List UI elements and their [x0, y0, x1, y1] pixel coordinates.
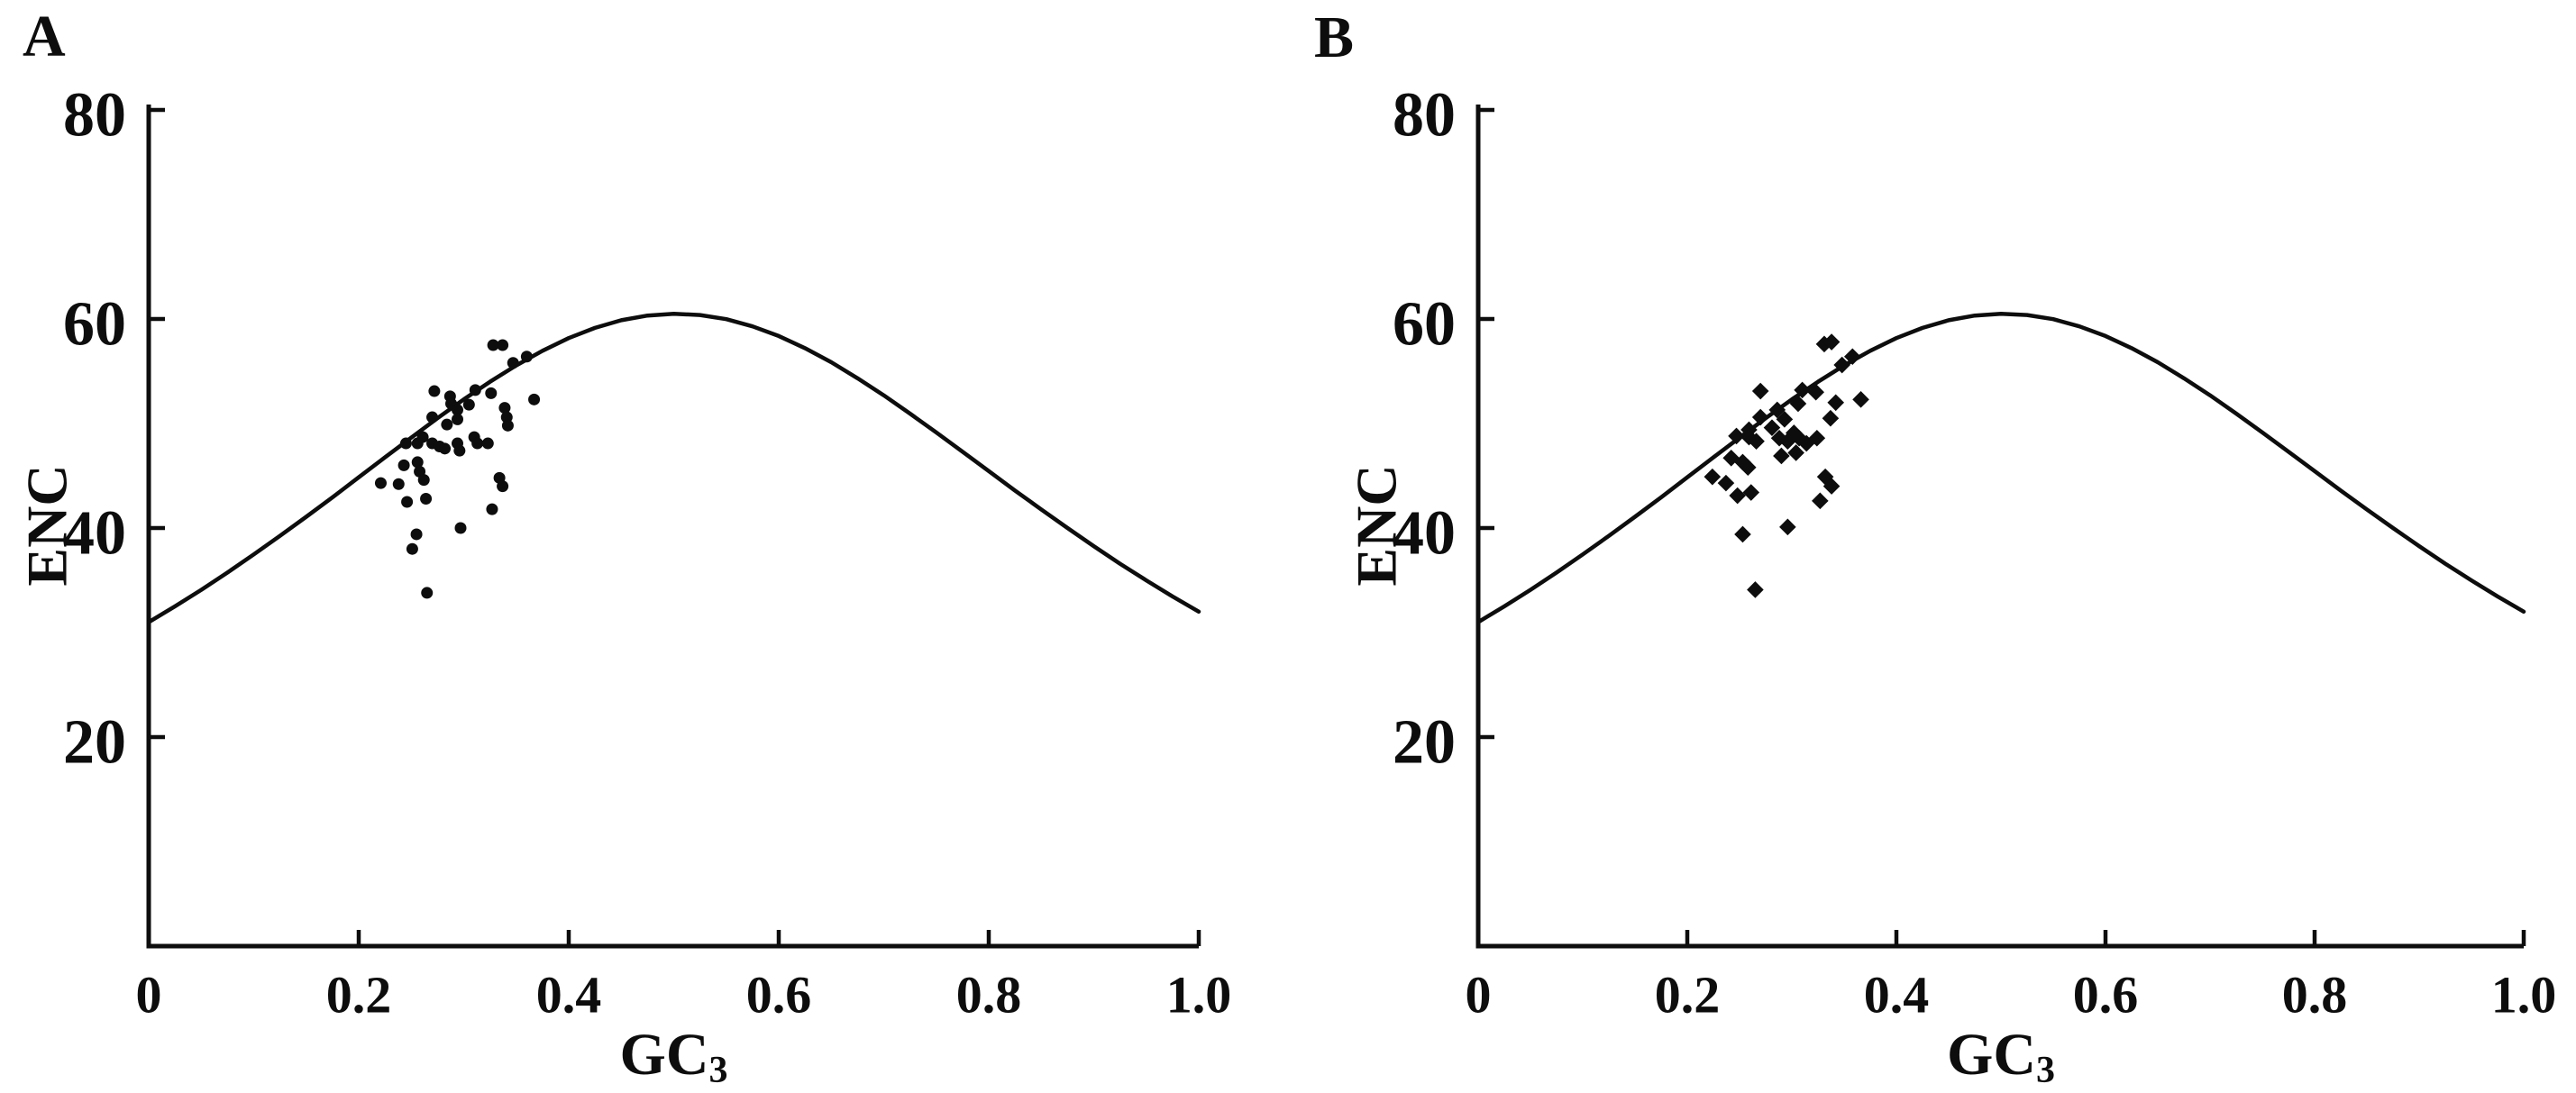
scatter-point-circle [471, 437, 484, 450]
y-tick-label: 40 [1393, 499, 1456, 569]
scatter-point-diamond [1812, 492, 1829, 510]
scatter-point-diamond [1773, 447, 1790, 465]
scatter-point-circle [420, 493, 433, 506]
x-tick-label: 0.2 [326, 966, 392, 1025]
scatter-point-diamond [1779, 518, 1796, 536]
scatter-point-circle [439, 442, 452, 455]
x-tick-label: 0.6 [746, 966, 812, 1025]
x-tick-label: 0.4 [536, 966, 602, 1025]
x-tick-label: 1.0 [2491, 966, 2557, 1025]
panel-b-label: B [1314, 5, 1354, 70]
y-axis-title: ENC [1345, 464, 1409, 586]
scatter-point-circle [453, 444, 466, 457]
scatter-point-circle [497, 339, 509, 351]
scatter-point-diamond [1751, 408, 1769, 426]
scatter-point-circle [421, 587, 434, 599]
y-tick-label: 60 [63, 290, 126, 360]
scatter-point-circle [486, 503, 498, 515]
scatter-point-diamond [1751, 382, 1769, 400]
scatter-point-circle [452, 413, 464, 425]
y-tick-label: 20 [1393, 708, 1456, 778]
scatter-point-circle [462, 398, 475, 411]
scatter-point-circle [452, 404, 464, 416]
scatter-point-diamond [1742, 484, 1760, 501]
scatter-point-circle [481, 437, 494, 450]
x-tick-label: 0.2 [1655, 966, 1721, 1025]
scatter-point-diamond [1794, 381, 1811, 399]
scatter-point-circle [520, 351, 533, 363]
scatter-point-diamond [1807, 383, 1824, 401]
scatter-point-circle [441, 418, 453, 431]
x-axis-title: GC3 [1947, 1022, 2055, 1092]
scatter-point-circle [410, 528, 423, 541]
scatter-series-a [374, 339, 541, 599]
scatter-point-diamond [1728, 427, 1745, 445]
scatter-point-circle [411, 456, 424, 469]
x-tick-label: 0 [1466, 966, 1492, 1025]
expected-enc-curve [1475, 311, 2526, 624]
panel-a-label: A [23, 4, 66, 69]
scatter-point-diamond [1852, 391, 1869, 408]
scatter-point-diamond [1734, 525, 1751, 543]
scatter-point-circle [399, 437, 412, 450]
scatter-point-circle [507, 357, 519, 369]
panel-b: B 20 40 60 80 0 0.2 0.4 0.6 0.8 1.0 ENC GC3 [1314, 5, 2556, 1091]
scatter-point-circle [397, 459, 410, 471]
scatter-point-circle [487, 339, 499, 351]
scatter-point-circle [416, 431, 429, 443]
x-tick-label: 0.4 [1864, 966, 1930, 1025]
scatter-point-circle [485, 387, 498, 399]
y-tick-label: 20 [63, 708, 126, 778]
y-tick-label: 40 [63, 499, 126, 569]
y-axis-title: ENC [15, 464, 79, 586]
scatter-point-circle [406, 542, 418, 555]
x-tick-label: 0.8 [2282, 966, 2348, 1025]
x-axis-title: GC3 [620, 1022, 728, 1092]
expected-enc-curve [146, 311, 1201, 624]
scatter-point-circle [497, 480, 509, 493]
scatter-point-circle [374, 477, 387, 489]
scatter-point-diamond [1748, 433, 1765, 451]
y-tick-label: 60 [1393, 290, 1456, 360]
x-tick-label: 1.0 [1166, 966, 1232, 1025]
scatter-series-b [1704, 333, 1869, 598]
scatter-point-circle [417, 474, 430, 487]
scatter-point-circle [428, 385, 441, 397]
scatter-point-diamond [1747, 581, 1764, 598]
scatter-point-circle [392, 478, 405, 490]
scatter-point-circle [454, 522, 467, 534]
x-tick-label: 0 [136, 966, 162, 1025]
scatter-point-circle [401, 496, 414, 508]
y-tick-label: 80 [1393, 81, 1456, 150]
scatter-point-diamond [1717, 474, 1735, 492]
x-tick-label: 0.8 [956, 966, 1022, 1025]
scatter-point-diamond [1729, 487, 1746, 505]
scatter-point-circle [498, 402, 511, 414]
scatter-point-circle [469, 384, 481, 396]
scatter-point-circle [528, 393, 541, 405]
scatter-point-diamond [1827, 394, 1845, 412]
scatter-point-circle [426, 411, 439, 424]
scatter-point-diamond [1763, 419, 1781, 436]
scatter-point-diamond [1787, 444, 1804, 461]
y-tick-label: 80 [63, 81, 126, 150]
scatter-point-diamond [1822, 409, 1840, 427]
panel-a: A 20 40 60 80 0 0.2 0.4 0.6 0.8 1.0 ENC GC3 [15, 4, 1232, 1091]
scatter-point-circle [501, 419, 514, 432]
x-tick-label: 0.6 [2073, 966, 2139, 1025]
